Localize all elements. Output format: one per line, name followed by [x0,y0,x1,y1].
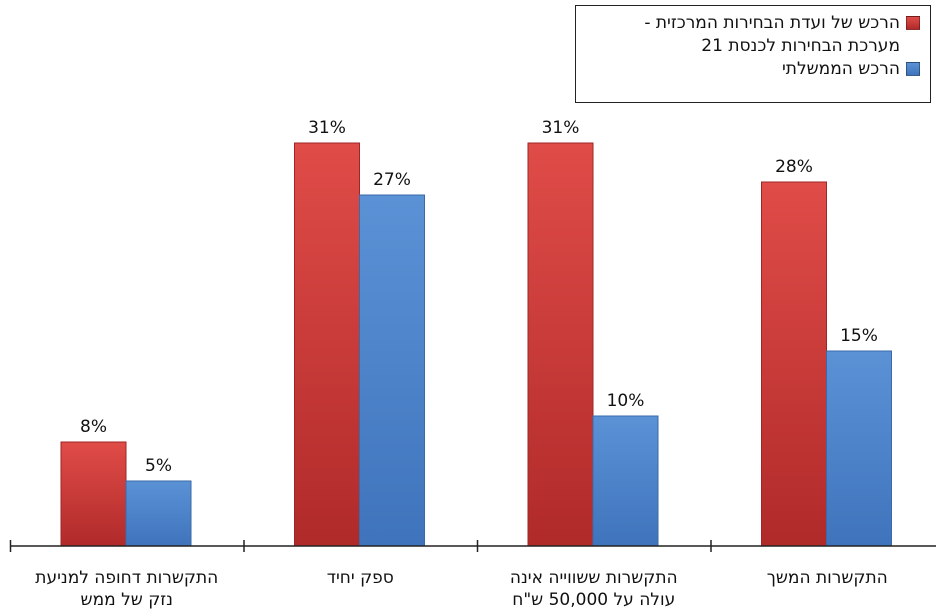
bar-central-committee-1 [294,142,360,547]
data-label: 10% [607,391,645,411]
legend-entry-government: הרכש הממשלתי [584,58,920,81]
legend-entry-central-committee: הרכש של ועדת הבחירות המרכזית - מערכת הבח… [584,12,920,58]
x-axis [9,540,936,552]
category-label: התקשרות ששווייה אינה עולה על 50,000 ש"ח [510,568,678,610]
bars-group: 8% 5% 31% 27% 31% 10% 28% 15% [60,118,892,547]
data-label: 8% [80,417,107,437]
bar-government-1 [359,194,425,547]
legend-label-government: הרכש הממשלתי [781,59,900,79]
category-label: ספק יחיד [327,568,394,588]
data-label: 27% [373,170,411,190]
bar-central-committee-3 [761,181,827,547]
data-label: 15% [840,326,878,346]
category-labels: התקשרות דחופה למניעת נזק של ממש ספק יחיד הת… [35,568,888,610]
bar-central-committee-2 [527,142,594,547]
data-label: 31% [308,118,346,138]
legend-label-central-committee: הרכש של ועדת הבחירות המרכזית - מערכת הבח… [644,13,900,56]
bar-central-committee-0 [60,441,127,547]
legend: הרכש של ועדת הבחירות המרכזית - מערכת הבח… [575,5,931,103]
legend-swatch-blue [906,62,920,76]
bar-government-0 [125,480,192,547]
bar-government-2 [592,415,659,547]
data-label: 31% [542,118,580,138]
legend-swatch-red [906,16,920,30]
category-label: התקשרות דחופה למניעת נזק של ממש [35,568,218,610]
data-label: 5% [145,456,172,476]
category-label: התקשרות המשך [767,568,888,588]
bar-government-3 [826,350,892,547]
data-label: 28% [775,157,813,177]
